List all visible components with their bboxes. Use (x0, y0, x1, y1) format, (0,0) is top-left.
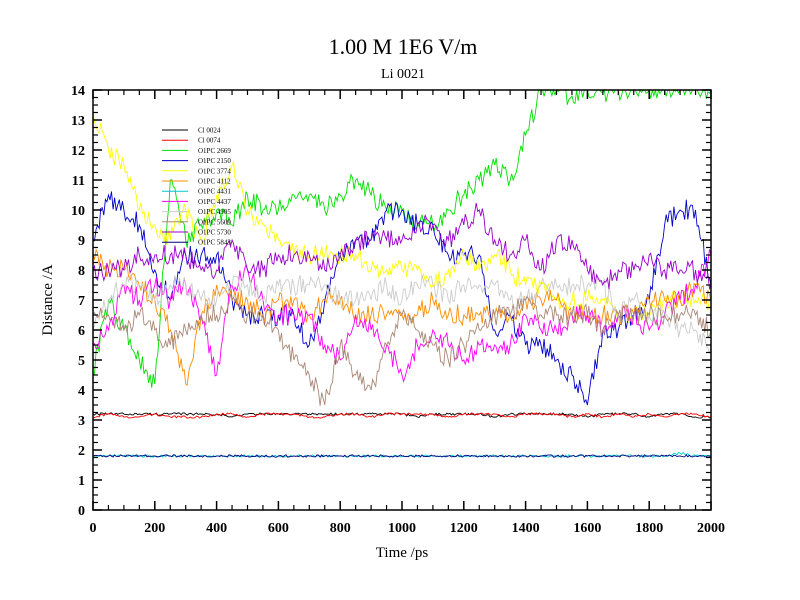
legend-label: Cl 0074 (198, 137, 221, 145)
legend-label: O1PC 5730 (198, 229, 231, 237)
y-tick-label: 11 (72, 174, 85, 189)
x-tick-label: 1400 (512, 521, 540, 536)
legend-label: O1PC 3774 (198, 167, 231, 175)
y-tick-label: 5 (78, 354, 85, 369)
y-tick-label: 6 (78, 324, 85, 339)
y-tick-label: 8 (78, 264, 85, 279)
y-tick-label: 10 (71, 204, 85, 219)
legend-label: O1PC 4905 (198, 208, 231, 216)
y-tick-label: 12 (71, 144, 85, 159)
legend: Cl 0024 Cl 0074 O1PC 2669 O1PC 2150 O1PC 377… (162, 127, 231, 247)
y-tick-label: 7 (78, 294, 85, 309)
x-tick-label: 1800 (635, 521, 663, 536)
y-tick-label: 13 (71, 114, 85, 129)
series-line-cl-0074 (92, 412, 712, 419)
y-tick-label: 1 (78, 474, 85, 489)
x-tick-label: 200 (144, 521, 165, 536)
x-tick-label: 2000 (697, 521, 725, 536)
legend-label: O1PC 4437 (198, 198, 231, 206)
y-tick-label: 14 (71, 84, 85, 99)
x-tick-label: 0 (90, 521, 97, 536)
y-tick-label: 4 (78, 384, 85, 399)
series-line-o1pc-5730 (92, 203, 712, 291)
axis-layer: 0 200 400 600 800 1000 1200 1400 1600 1800 2000012… (71, 84, 725, 536)
y-tick-label: 2 (78, 444, 85, 459)
series-line-o1pc-4905 (92, 274, 712, 354)
x-tick-label: 1600 (573, 521, 601, 536)
y-tick-label: 0 (78, 504, 85, 519)
chart-title: 1.00 M 1E6 V/m (329, 34, 478, 59)
x-tick-label: 800 (330, 521, 351, 536)
legend-label: Cl 0024 (198, 127, 221, 135)
series-line-o1pc-5609 (92, 293, 712, 406)
y-axis-label: Distance /A (40, 264, 56, 335)
series-line-o1pc-3774 (92, 113, 712, 326)
legend-label: O1PC 4431 (198, 188, 231, 196)
legend-label: O1PC 2150 (198, 157, 231, 165)
series-line-o1pc-5843 (92, 454, 712, 458)
series-line-o1pc-2150 (92, 191, 712, 406)
legend-label: O1PC 5843 (198, 239, 231, 247)
y-tick-label: 3 (78, 414, 85, 429)
x-tick-label: 1000 (388, 521, 416, 536)
legend-label: O1PC 5609 (198, 218, 231, 226)
series-line-o1pc-4437 (92, 249, 712, 383)
legend-label: O1PC 2669 (198, 147, 231, 155)
legend-label: O1PC 4112 (198, 178, 231, 186)
y-tick-label: 9 (78, 234, 85, 249)
x-tick-label: 400 (206, 521, 227, 536)
x-tick-label: 1200 (450, 521, 478, 536)
x-axis-label: Time /ps (376, 545, 429, 561)
x-tick-label: 600 (268, 521, 289, 536)
chart-subtitle: Li 0021 (381, 67, 425, 82)
series-layer (92, 88, 712, 459)
